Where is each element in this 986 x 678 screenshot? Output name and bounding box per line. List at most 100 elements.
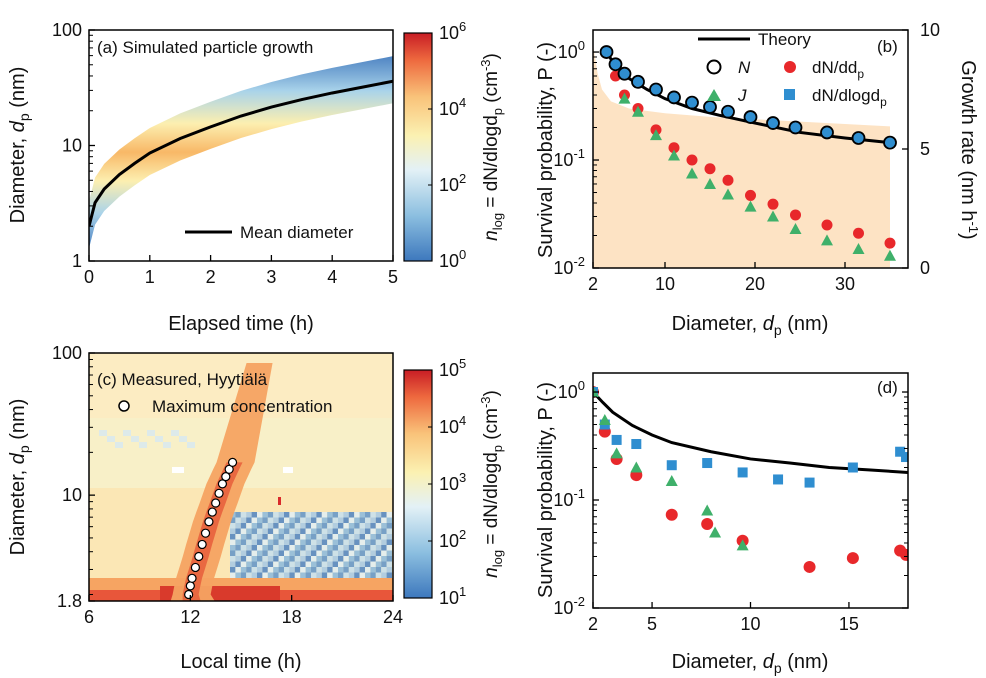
heatmap-cell xyxy=(321,517,328,523)
heatmap-cell xyxy=(321,561,328,567)
heatmap-cell xyxy=(246,567,252,573)
heatmap-cell xyxy=(375,545,382,551)
heatmap-cell xyxy=(327,539,333,545)
heatmap-cell xyxy=(381,556,387,562)
heatmap-cell xyxy=(381,567,387,573)
heatmap-cell xyxy=(338,539,344,545)
heatmap-cell xyxy=(235,512,241,518)
heatmap-cell xyxy=(267,534,274,540)
N-point xyxy=(721,104,735,119)
heatmap-cell xyxy=(354,550,360,556)
heatmap-cell xyxy=(370,512,376,518)
heatmap-cell xyxy=(278,539,284,545)
heatmap-cell xyxy=(338,561,344,567)
heatmap-cell xyxy=(107,436,115,442)
dNdlog-point xyxy=(737,467,748,478)
heatmap-cell xyxy=(316,534,322,540)
x-tick-label: 5 xyxy=(647,614,657,634)
heatmap-cell xyxy=(273,539,279,545)
heatmap-cell xyxy=(235,550,241,556)
heatmap-cell xyxy=(370,561,376,567)
colorbar-tick-label: 102 xyxy=(439,171,466,195)
J-point xyxy=(610,447,623,459)
colorbar-tick-label: 104 xyxy=(439,95,466,119)
legend-dNdd-label: dN/ddp xyxy=(812,58,864,81)
heatmap-cell xyxy=(311,550,317,556)
heatmap-cell xyxy=(343,539,349,545)
heatmap-cell xyxy=(267,539,274,545)
x-tick-label: 0 xyxy=(84,267,94,287)
x-tick-label: 10 xyxy=(655,274,675,294)
heatmap-cell xyxy=(327,561,333,567)
heatmap-cell xyxy=(246,545,252,551)
heatmap-cell xyxy=(316,561,322,567)
heatmap-cell xyxy=(294,572,301,578)
heatmap-cell xyxy=(359,556,365,562)
heatmap-cell xyxy=(321,572,328,578)
heatmap-cell xyxy=(354,545,360,551)
heatmap-cell xyxy=(240,550,247,556)
heatmap-cell xyxy=(321,528,328,534)
heatmap-cell xyxy=(230,550,236,556)
panel-a-annotation: (a) Simulated particle growth xyxy=(97,38,313,57)
heatmap-cell xyxy=(343,528,349,534)
heatmap-cell xyxy=(240,545,247,551)
heatmap-cell xyxy=(386,517,392,523)
heatmap-cell xyxy=(348,512,355,518)
heatmap-cell xyxy=(267,517,274,523)
x-tick-label: 10 xyxy=(740,614,760,634)
y2-tick-label: 5 xyxy=(920,139,930,159)
heatmap-cell xyxy=(305,561,311,567)
heatmap-cell xyxy=(375,534,382,540)
heatmap-cell xyxy=(235,572,241,578)
heatmap-cell xyxy=(332,528,338,534)
heatmap-cell xyxy=(305,567,311,573)
x-tick-label: 30 xyxy=(835,274,855,294)
heatmap-cell xyxy=(246,556,252,562)
heatmap-cell xyxy=(370,534,376,540)
heatmap-cell xyxy=(251,523,257,529)
heatmap-cell xyxy=(354,523,360,529)
dNdd-point xyxy=(745,189,756,201)
max-concentration-point xyxy=(200,528,211,538)
heatmap-cell xyxy=(375,517,382,523)
heatmap-cell xyxy=(316,517,322,523)
heatmap-cell xyxy=(370,567,376,573)
heatmap-cell xyxy=(246,561,252,567)
heatmap-cell xyxy=(257,523,263,529)
heatmap-cell xyxy=(240,572,247,578)
heatmap-cell xyxy=(343,512,349,518)
heatmap-cell xyxy=(305,517,311,523)
heatmap-cell xyxy=(235,545,241,551)
J-point xyxy=(686,167,698,179)
heatmap-cell xyxy=(240,567,247,573)
panel-c-colorbar xyxy=(403,369,433,599)
dNdlog-point xyxy=(768,118,778,129)
heatmap-cell xyxy=(316,539,322,545)
N-point xyxy=(685,95,699,110)
legend-dNdlog-marker xyxy=(784,89,795,100)
dNdlog-point xyxy=(790,122,801,133)
colorbar-tick-label: 101 xyxy=(439,584,466,608)
heatmap-cell xyxy=(311,517,317,523)
heatmap-missing-cell xyxy=(283,467,293,473)
heatmap-cell xyxy=(230,539,236,545)
heatmap-cell xyxy=(348,534,355,540)
heatmap-cell xyxy=(257,517,263,523)
J-point xyxy=(709,526,722,538)
heatmap-cell xyxy=(251,512,257,518)
dNdlog-point xyxy=(611,434,622,445)
dNdd-point xyxy=(665,508,678,521)
heatmap-cell xyxy=(365,561,371,567)
dNdd-point xyxy=(884,237,896,249)
heatmap-cell xyxy=(289,550,295,556)
heatmap-cell xyxy=(257,545,263,551)
heatmap-cell xyxy=(278,550,284,556)
heatmap-cell xyxy=(267,528,274,534)
heatmap-cell xyxy=(354,512,360,518)
heatmap-cell xyxy=(343,556,349,562)
heatmap-cell xyxy=(343,561,349,567)
heatmap-cell xyxy=(343,567,349,573)
heatmap-cell xyxy=(273,528,279,534)
